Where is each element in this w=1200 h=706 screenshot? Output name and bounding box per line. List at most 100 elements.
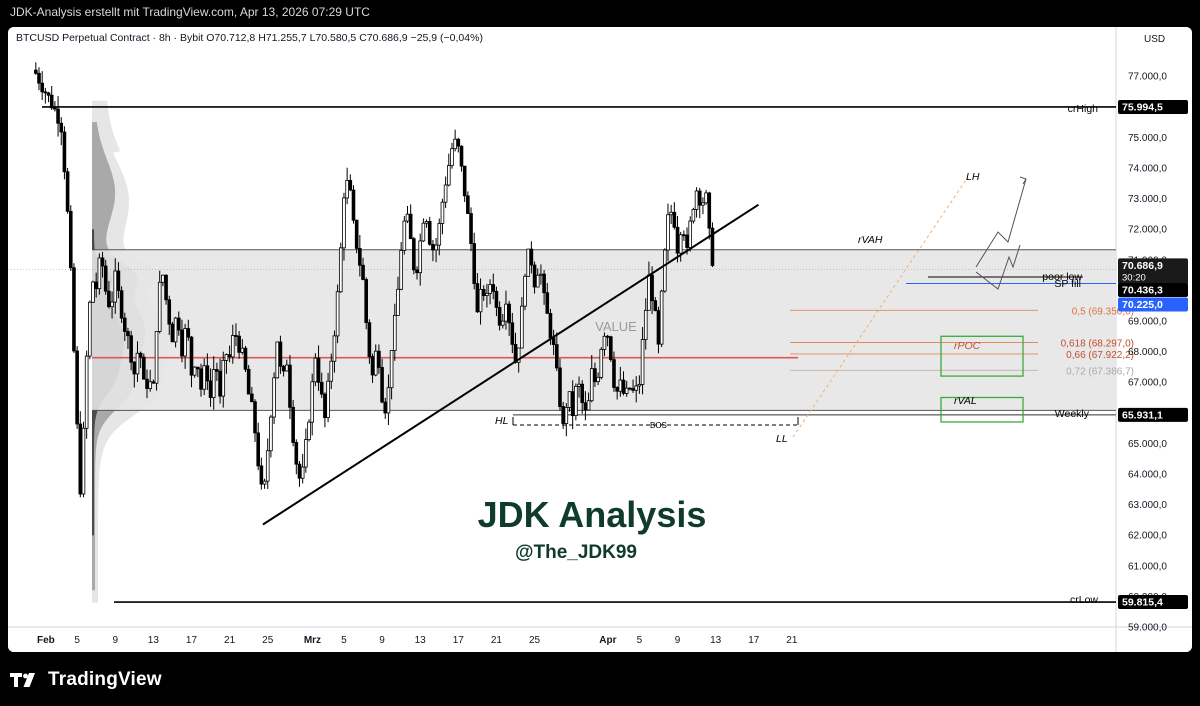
candle-body-195	[653, 300, 658, 311]
candle-body-177	[596, 376, 600, 383]
candle-body-140	[478, 288, 483, 313]
candle-body-169	[570, 391, 575, 417]
candle-body-39	[157, 281, 162, 332]
candle-body-203	[678, 234, 683, 254]
candle-body-181	[609, 336, 613, 361]
ascending-trendline	[262, 203, 760, 526]
candle-body-2	[40, 82, 44, 93]
candle-body-92	[326, 380, 330, 418]
candle-body-23	[107, 290, 111, 308]
x-tick-19: 21	[786, 635, 798, 646]
candle-body-109	[380, 367, 384, 403]
candle-body-172	[580, 383, 585, 404]
candle-body-108	[377, 350, 381, 368]
tradingview-brand[interactable]: TradingView	[10, 665, 162, 695]
candle-body-7	[56, 108, 60, 124]
candle-body-212	[707, 192, 712, 229]
candle-body-187	[628, 387, 632, 390]
candle-body-146	[497, 306, 502, 326]
candle-body-66	[243, 347, 248, 370]
candle-body-83	[297, 463, 302, 479]
value-area-band	[92, 249, 1116, 411]
candle-body-180	[605, 335, 610, 338]
candle-body-41	[164, 274, 168, 301]
candle-body-29	[126, 331, 130, 337]
candle-body-71	[259, 465, 264, 485]
candle-body-15	[81, 427, 86, 495]
candle-body-125	[431, 243, 435, 251]
overlay-lines: VALUE 0,5 (69.350,0) 0,618 (68.297,0)0,66 …	[8, 106, 1134, 603]
candle-body-196	[656, 310, 661, 345]
rpoc-box	[940, 335, 1024, 377]
y-tick-0: 77.000,0	[1128, 72, 1167, 83]
candle-body-93	[329, 360, 334, 382]
candle-body-198	[663, 249, 667, 292]
candle-body-61	[227, 354, 232, 358]
crlow-tag: 59.815,4	[1122, 597, 1163, 609]
candle-body-131	[450, 148, 454, 166]
candle-body-12	[72, 267, 76, 352]
x-tick-14: Apr	[599, 635, 616, 646]
lh-label: LH	[966, 171, 980, 183]
candle-body-175	[589, 368, 594, 402]
price-chart[interactable]: VALUE 0,5 (69.350,0) 0,618 (68.297,0)0,66 …	[8, 27, 1192, 652]
candle-body-160	[542, 273, 546, 294]
y-tick-4: 73.000,0	[1128, 194, 1167, 205]
candle-body-79	[284, 364, 289, 372]
y-tick-10: 67.000,0	[1128, 378, 1167, 389]
candle-body-95	[335, 291, 340, 337]
candle-body-35	[145, 378, 149, 389]
candle-body-14	[78, 423, 83, 495]
candle-body-100	[351, 189, 356, 221]
candle-body-111	[386, 387, 391, 414]
candle-body-206	[688, 220, 693, 248]
candle-body-210	[701, 202, 705, 206]
candle-body-91	[323, 393, 327, 418]
candle-body-85	[304, 439, 308, 468]
candle-body-148	[504, 303, 508, 322]
x-tick-5: 21	[224, 635, 236, 646]
candle-body-161	[545, 292, 550, 314]
candle-body-58	[218, 370, 222, 397]
candle-body-30	[129, 335, 133, 363]
countdown-tag: 30:20	[1122, 272, 1146, 283]
candle-body-137	[469, 213, 473, 244]
candle-body-189	[634, 385, 639, 391]
candle-body-167	[564, 407, 569, 424]
y-tick-3: 74.000,0	[1128, 164, 1167, 175]
y-tick-5: 72.000,0	[1128, 225, 1167, 236]
candle-body-130	[446, 165, 451, 186]
candle-body-86	[307, 421, 311, 441]
candle-body-208	[694, 190, 699, 210]
candle-body-116	[402, 220, 407, 251]
candle-body-204	[682, 234, 686, 237]
last-price-tag: 70.686,9	[1122, 260, 1163, 272]
x-tick-1: 5	[74, 635, 80, 646]
candle-body-174	[586, 400, 591, 411]
candle-body-105	[367, 322, 372, 357]
x-tick-11: 17	[453, 635, 465, 646]
candle-body-171	[577, 383, 581, 387]
fib-anchor-line	[792, 176, 969, 438]
x-tick-18: 17	[748, 635, 760, 646]
projection-path-up	[975, 178, 1027, 268]
candle-body-62	[230, 335, 235, 358]
candle-body-162	[548, 312, 553, 339]
candle-body-10	[65, 171, 70, 212]
weekly-tag: 65.931,1	[1122, 409, 1163, 421]
candle-body-98	[345, 180, 349, 199]
candle-body-163	[551, 337, 556, 346]
x-tick-2: 9	[112, 635, 118, 646]
x-tick-13: 25	[529, 635, 541, 646]
candle-body-96	[338, 247, 343, 293]
watermark-handle: @The_JDK99	[515, 542, 637, 563]
candle-body-205	[685, 234, 689, 248]
candle-body-72	[262, 480, 267, 485]
candle-body-202	[675, 226, 680, 254]
candle-body-190	[637, 383, 642, 387]
candle-body-11	[68, 210, 73, 269]
candle-body-17	[88, 301, 92, 357]
ll-label: LL	[776, 433, 788, 445]
candle-body-183	[615, 387, 619, 392]
